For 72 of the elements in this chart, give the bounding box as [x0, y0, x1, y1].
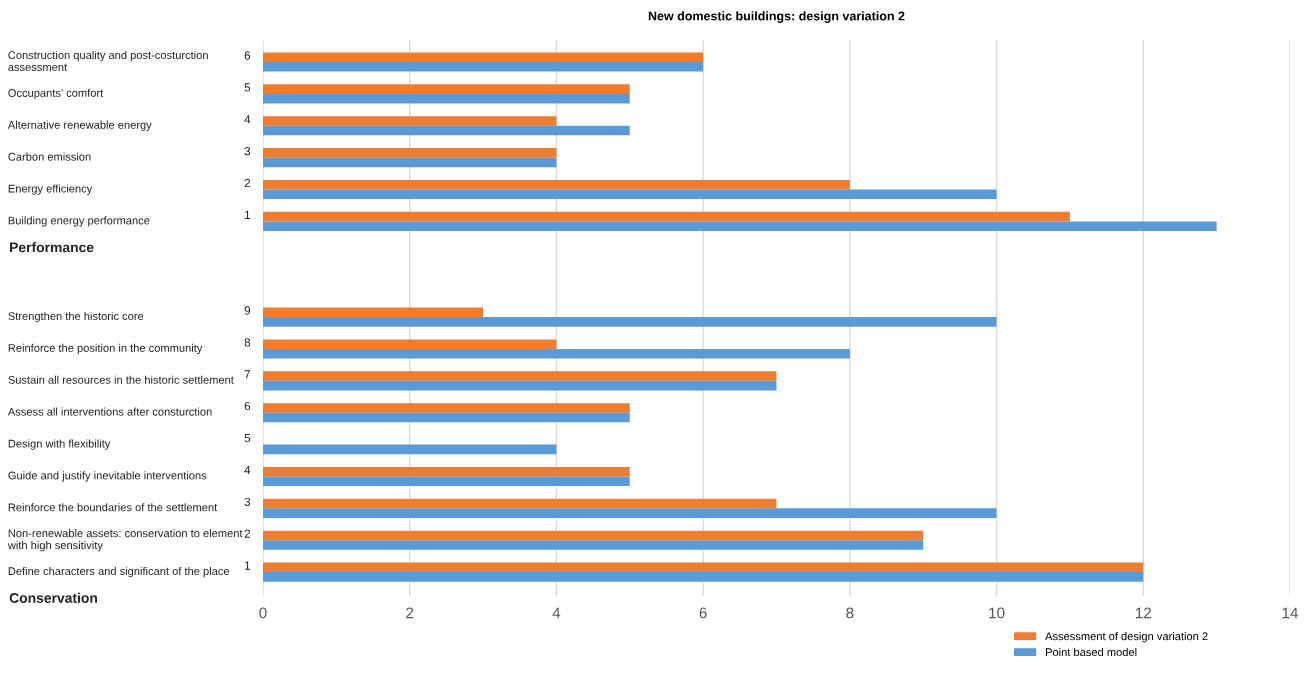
bar [262, 530, 924, 541]
bar [262, 93, 630, 104]
text: 5 [244, 83, 251, 92]
y-tick-label: Guide and justify inevitable interventions [8, 471, 207, 482]
bar [262, 380, 777, 391]
text: 1 [244, 561, 251, 570]
bar [262, 540, 924, 550]
bar [262, 125, 630, 136]
chart-title: New domestic buildings: design variation 2 [648, 11, 905, 23]
bar [262, 476, 630, 487]
y-tick-label: Sustain all resources in the historic settlement [8, 375, 234, 384]
bar [262, 157, 557, 168]
y-tick-label: Building energy performance [8, 216, 150, 227]
x-tick-label: 0 [259, 607, 267, 619]
text: 2 [244, 178, 251, 188]
bar [262, 508, 997, 518]
y-tick-label: Occupants' comfort [8, 88, 104, 100]
y-tick-label: Carbon emission [8, 152, 91, 161]
y-tick-label: Alternative renewable energy [7, 120, 152, 131]
text: 9 [244, 306, 251, 315]
text: Conservation [9, 592, 98, 603]
text: 3 [244, 497, 251, 506]
text: 1 [244, 210, 251, 219]
y-tick-label: Strengthen the historic core [8, 311, 144, 323]
text: 2 [244, 529, 251, 538]
legend-label: Point based model [1045, 647, 1137, 657]
bar [262, 339, 557, 349]
y-tick-label: Reinforce the position in the community [8, 343, 203, 355]
bar [262, 498, 777, 509]
bar [262, 466, 630, 477]
bar [262, 52, 704, 63]
text: 6 [244, 51, 251, 60]
bar [262, 189, 997, 200]
text: 8 [244, 338, 251, 347]
bar [262, 84, 630, 94]
y-tick-label: Reinforce the boundaries of the settlement [8, 503, 218, 512]
bar [262, 148, 557, 158]
y-tick-label: Assess all interventions after consturction [7, 407, 212, 416]
bar [262, 116, 557, 126]
text: 7 [244, 370, 251, 379]
x-tick-label: 6 [699, 607, 707, 619]
text: 4 [244, 115, 251, 124]
y-tick-label: Define characters and significant of the place [8, 566, 230, 578]
y-tick-label: Design with flexibility [8, 439, 111, 450]
text: 5 [244, 434, 251, 443]
y-tick-label: Construction quality and post-costurction assessment [8, 50, 208, 72]
bar [262, 444, 557, 455]
bar [262, 348, 850, 359]
bar [262, 317, 997, 327]
x-tick-label: 14 [1282, 607, 1299, 619]
bar [262, 307, 484, 318]
legend-label: Assessment of design variation 2 [1045, 632, 1208, 643]
bar [262, 562, 1144, 573]
bar [262, 211, 1070, 222]
bar [262, 572, 1144, 582]
bar [262, 403, 630, 413]
x-tick-label: 8 [846, 607, 854, 619]
text: 4 [244, 465, 251, 474]
x-tick-label: 2 [406, 607, 414, 619]
y-tick-label: Energy efficiency [8, 184, 93, 195]
text: 6 [244, 402, 251, 411]
x-tick-label: 12 [1135, 607, 1151, 619]
text: Performance [10, 242, 94, 253]
y-tick-label: Non-renewable assets: conservation to element with high sensitivity [7, 529, 243, 552]
x-tick-label: 10 [989, 607, 1005, 619]
text: 3 [244, 146, 251, 156]
bar [262, 412, 630, 423]
x-tick-label: 4 [552, 607, 561, 619]
bar [262, 371, 777, 381]
bar [262, 179, 850, 190]
bar [262, 221, 1217, 231]
bar [262, 62, 704, 72]
